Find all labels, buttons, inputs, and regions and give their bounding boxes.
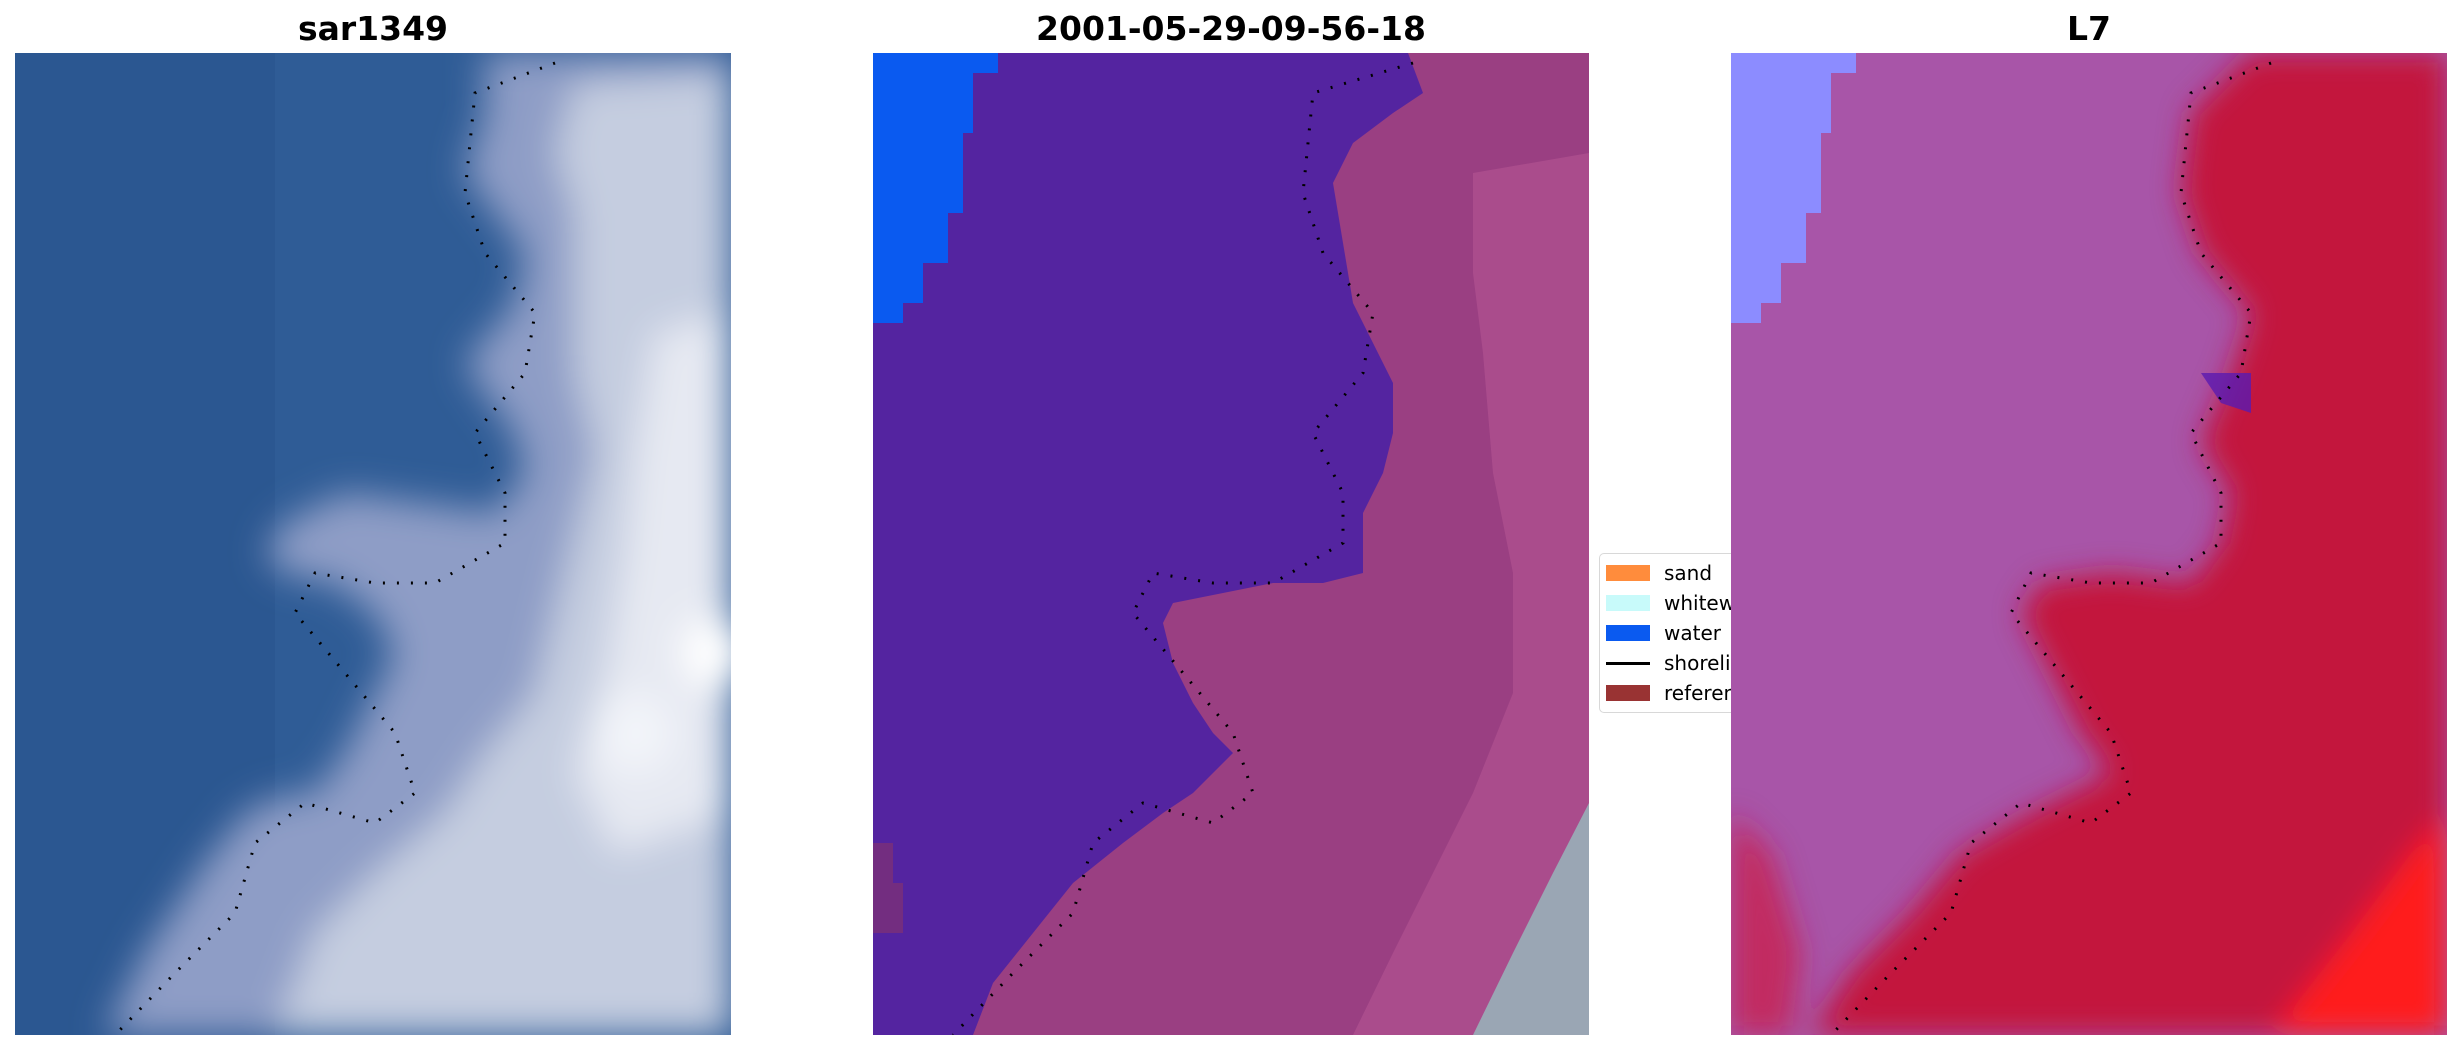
panel-title-date: 2001-05-29-09-56-18 xyxy=(1036,9,1426,48)
rgb-image xyxy=(15,53,731,1035)
l7-land-area xyxy=(1811,53,2447,1035)
l7-panel xyxy=(1731,53,2447,1035)
legend-label: shoreline xyxy=(1664,651,1731,675)
legend-item-shoreline: shoreline xyxy=(1606,651,1731,675)
water-swatch xyxy=(1606,625,1650,641)
classified-image xyxy=(873,53,1589,1035)
panel-title-sar1349: sar1349 xyxy=(297,9,449,48)
whitewater-swatch xyxy=(1606,595,1650,611)
rgb-image-panel xyxy=(15,53,731,1035)
sand-swatch xyxy=(1606,565,1650,581)
water-blue-area xyxy=(873,53,998,323)
classified-panel xyxy=(873,53,1589,1035)
land-overlay-area xyxy=(973,53,1589,1035)
l7-light-blue-area xyxy=(1731,53,1856,323)
legend-item-sand: sand xyxy=(1606,561,1712,585)
surf-zone xyxy=(105,53,731,1035)
surf-grey-area xyxy=(1473,803,1589,1035)
shoreline-swatch xyxy=(1606,661,1650,665)
panel-title-l7: L7 xyxy=(2067,9,2111,48)
reference-swatch xyxy=(1606,685,1650,701)
legend-label: water xyxy=(1664,621,1721,645)
legend-item-water: water xyxy=(1606,621,1721,645)
legend-label: sand xyxy=(1664,561,1713,585)
legend-label: reference xyxy=(1664,681,1731,705)
legend-item-reference: reference xyxy=(1606,681,1731,705)
l7-image xyxy=(1731,53,2447,1035)
